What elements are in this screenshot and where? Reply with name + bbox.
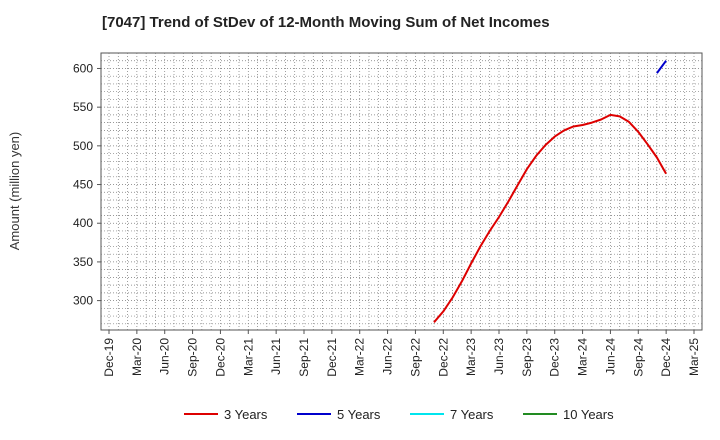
chart-title: [7047] Trend of StDev of 12-Month Moving… [102,14,550,31]
y-tick-label: 500 [73,139,93,153]
y-tick-label: 450 [73,178,93,192]
y-tick-label: 350 [73,255,93,269]
x-tick-label: Mar-24 [576,338,590,376]
x-tick-label: Sep-20 [186,338,200,377]
x-tick-label: Dec-19 [102,338,116,377]
series-line-3-years [433,113,667,323]
series-line-5-years [656,60,667,74]
x-tick-label: Jun-23 [492,338,506,375]
x-tick-label: Dec-23 [548,338,562,377]
legend-label: 10 Years [563,407,614,422]
x-tick-label: Jun-20 [158,338,172,375]
legend-label: 5 Years [337,407,381,422]
grid-horizontal [101,60,702,325]
x-tick-label: Mar-20 [130,338,144,376]
x-tick-label: Dec-21 [325,338,339,377]
x-tick-label: Jun-24 [603,338,617,375]
series-lines [433,60,667,323]
x-tick-label: Mar-21 [241,338,255,376]
x-tick-label: Mar-22 [353,338,367,376]
x-tick-label: Jun-21 [269,338,283,375]
x-tick-label: Sep-22 [408,338,422,377]
x-tick-label: Sep-23 [520,338,534,377]
y-axis-title: Amount (million yen) [7,132,22,251]
legend: 3 Years 5 Years 7 Years 10 Years [184,407,614,422]
x-tick-label: Dec-24 [659,338,673,377]
y-tick-label: 300 [73,294,93,308]
x-tick-label: Jun-22 [381,338,395,375]
legend-label: 7 Years [450,407,494,422]
grid-vertical [108,53,695,330]
x-tick-label: Dec-22 [436,338,450,377]
x-tick-label: Dec-20 [213,338,227,377]
legend-label: 3 Years [224,407,268,422]
x-axis-ticks: Dec-19 Mar-20 Jun-20 Sep-20 Dec-20 Mar-21 Jun-… [102,330,701,377]
y-axis-ticks: 300 350 400 450 500 550 600 [73,61,101,308]
x-tick-label: Sep-21 [297,338,311,377]
y-tick-label: 550 [73,100,93,114]
y-tick-label: 400 [73,216,93,230]
y-tick-label: 600 [73,61,93,75]
plot-area [100,52,703,331]
x-tick-label: Sep-24 [631,338,645,377]
x-tick-label: Mar-23 [464,338,478,376]
x-tick-label: Mar-25 [687,338,701,376]
